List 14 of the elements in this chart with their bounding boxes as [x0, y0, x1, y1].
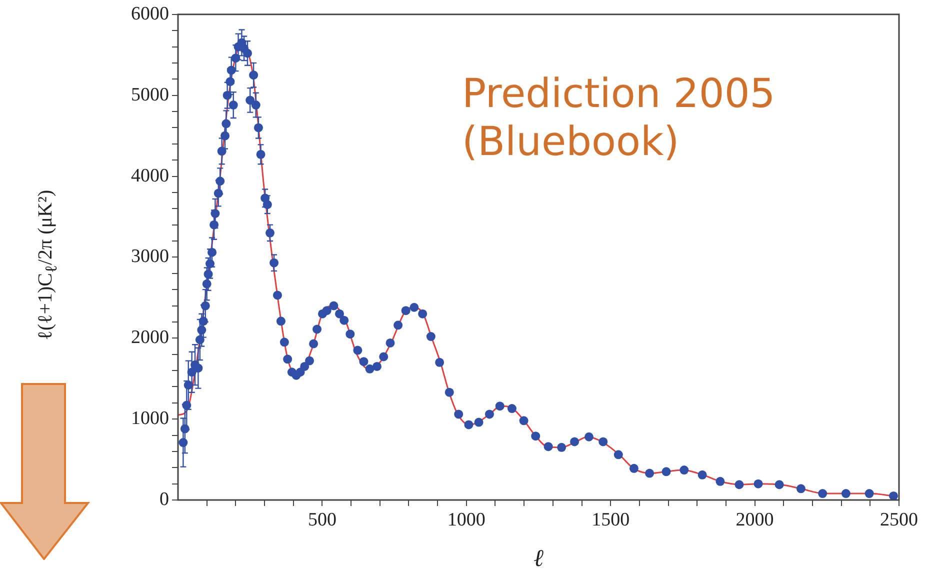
annotation: Prediction 2005 (Bluebook)	[462, 70, 776, 166]
y-tick-label: 2000	[131, 327, 169, 348]
x-tick-label: 2500	[880, 509, 918, 530]
x-tick-label: 1000	[447, 509, 486, 530]
y-tick-label: 5000	[131, 84, 169, 106]
y-tick-label: 6000	[131, 3, 169, 24]
y-tick-label: 3000	[131, 246, 169, 268]
y-tick-label: 1000	[131, 408, 169, 430]
x-tick-label: 1500	[592, 509, 630, 530]
x-tick-label: 2000	[736, 509, 774, 530]
x-tick-label: 500	[308, 509, 336, 530]
x-axis-title: ℓ	[534, 546, 544, 572]
y-tick-label: 0	[160, 488, 169, 510]
y-tick-label: 4000	[131, 165, 169, 186]
